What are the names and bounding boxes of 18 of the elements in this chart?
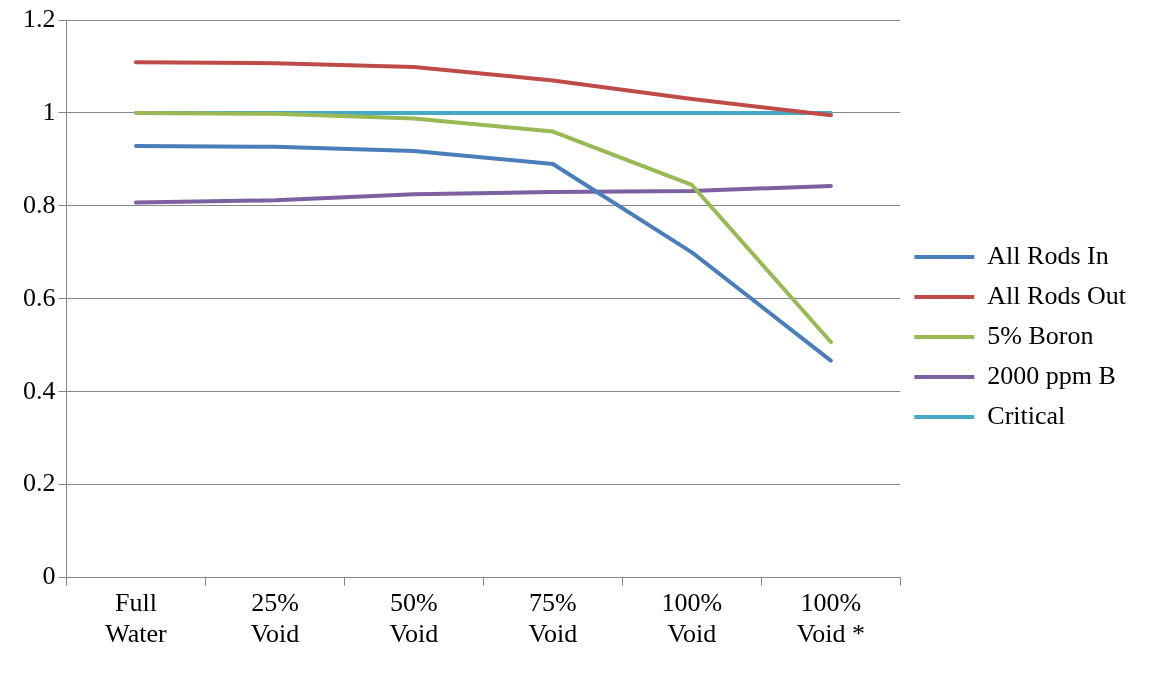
legend-label: 2000 ppm B — [987, 360, 1116, 390]
x-tick-label: 50% Void — [389, 588, 439, 649]
y-tick-label: 0.8 — [23, 189, 56, 219]
y-tick-label: 0.4 — [23, 375, 56, 405]
legend-label: Critical — [987, 400, 1066, 430]
y-tick-label: 0.2 — [23, 468, 56, 498]
y-tick-label: 1.2 — [23, 3, 56, 33]
x-tick-label: 100% Void — [661, 588, 723, 649]
x-tick-label: 25% Void — [250, 588, 300, 649]
legend-label: All Rods In — [987, 240, 1109, 270]
x-tick-label: 75% Void — [528, 588, 578, 649]
y-tick-label: 0.6 — [23, 282, 56, 312]
x-tick-label: Full Water — [105, 588, 168, 649]
y-tick-label: 1 — [42, 96, 56, 126]
y-tick-label: 0 — [42, 561, 56, 591]
legend-label: All Rods Out — [987, 280, 1127, 310]
x-tick-label: 100% Void * — [796, 588, 865, 649]
legend-label: 5% Boron — [987, 320, 1094, 350]
